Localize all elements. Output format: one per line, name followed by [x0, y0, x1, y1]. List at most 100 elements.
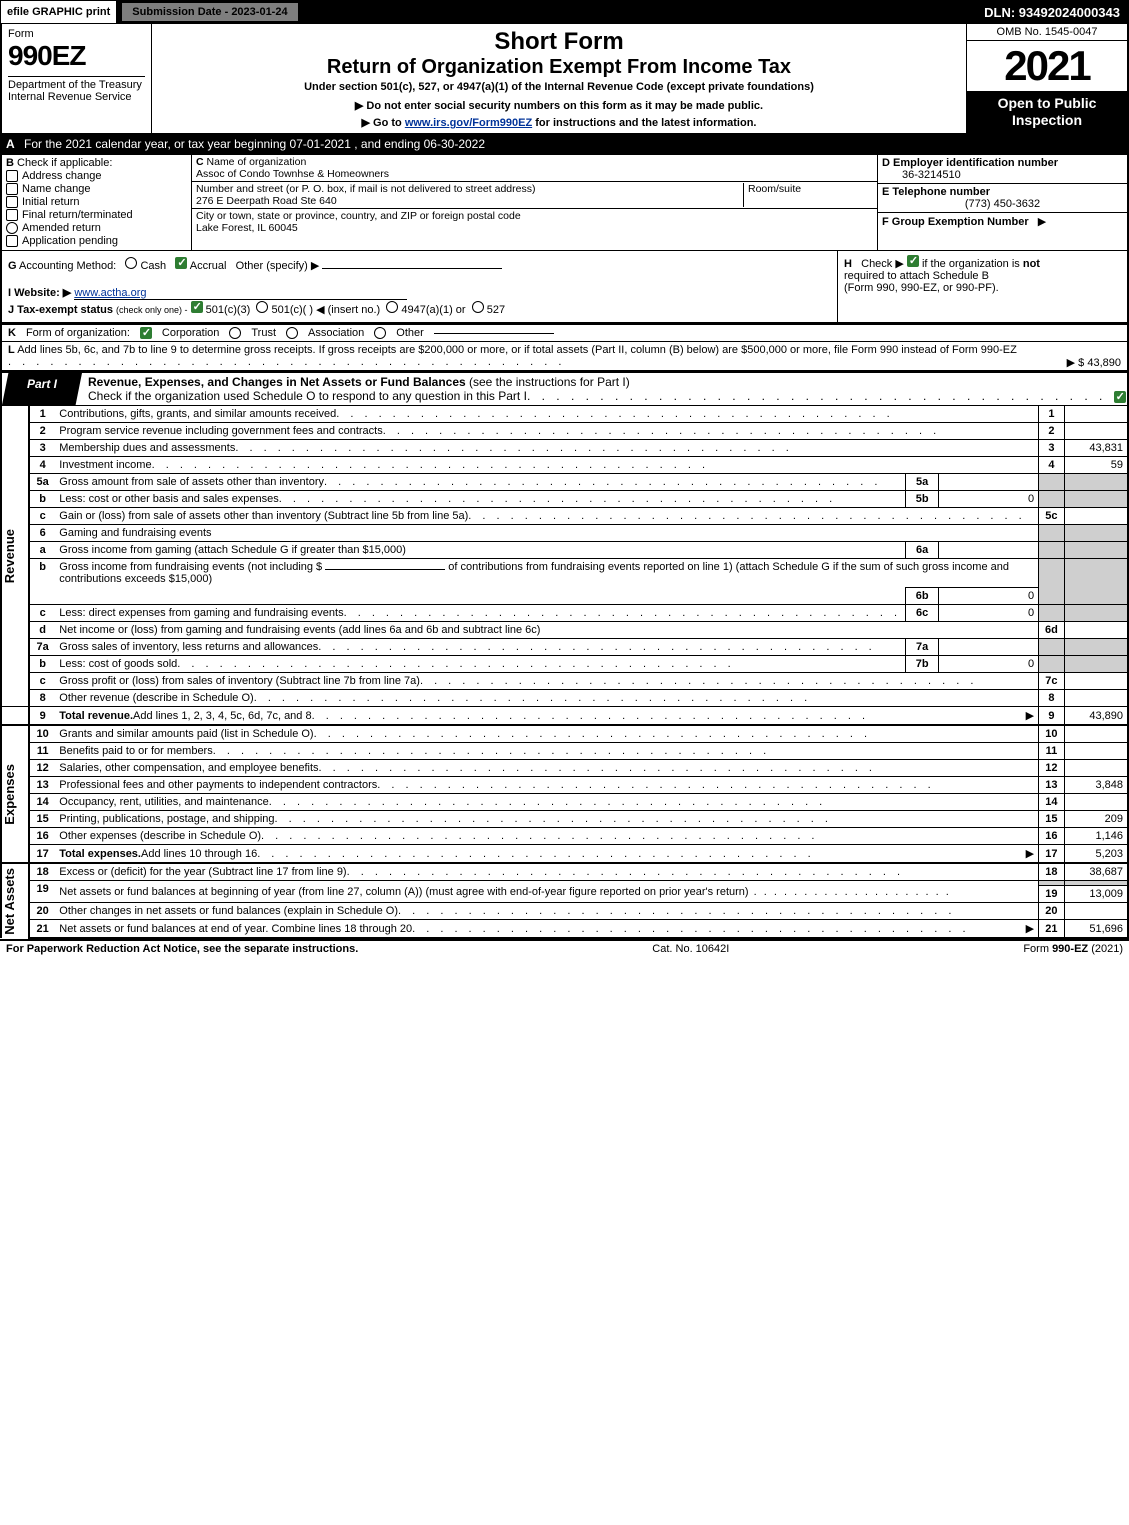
dot-fill — [398, 905, 1034, 917]
line-rnum: 7c — [1039, 673, 1065, 690]
radio-cash[interactable] — [125, 257, 137, 269]
k-other-fill[interactable] — [434, 333, 554, 334]
line-num: 7a — [29, 639, 55, 656]
line-15: 15 Printing, publications, postage, and … — [1, 811, 1128, 828]
j-label: J Tax-exempt status — [8, 304, 113, 316]
box-val — [939, 639, 1039, 656]
line-num: 6 — [29, 525, 55, 542]
chk-name-change[interactable]: Name change — [6, 183, 187, 195]
g-other-fill[interactable] — [322, 268, 502, 269]
chk-label-initial: Initial return — [22, 196, 79, 208]
chk-accrual[interactable] — [175, 257, 187, 269]
line-desc: Salaries, other compensation, and employ… — [59, 762, 318, 774]
sidebar-revenue: Revenue — [1, 406, 29, 707]
line-rnum: 15 — [1039, 811, 1065, 828]
h-text2: if the organization is — [922, 258, 1020, 270]
header-right: OMB No. 1545-0047 2021 Open to Public In… — [967, 24, 1127, 133]
grey-cell — [1064, 605, 1128, 622]
part-i-header: Part I Revenue, Expenses, and Changes in… — [0, 372, 1129, 405]
line-num: 15 — [29, 811, 55, 828]
chk-501c3[interactable] — [191, 301, 203, 313]
checkbox-icon[interactable] — [6, 170, 18, 182]
line-rval: 38,687 — [1064, 863, 1128, 881]
radio-assoc[interactable] — [286, 327, 298, 339]
chk-final-return[interactable]: Final return/terminated — [6, 209, 187, 221]
line-desc: Gross amount from sale of assets other t… — [59, 476, 324, 488]
e-label: E Telephone number — [882, 186, 990, 198]
chk-application-pending[interactable]: Application pending — [6, 235, 187, 247]
goto-suffix: for instructions and the latest informat… — [532, 117, 756, 129]
dot-fill — [213, 745, 1034, 757]
footer-left: For Paperwork Reduction Act Notice, see … — [6, 943, 358, 955]
city-label: City or town, state or province, country… — [196, 210, 521, 222]
goto-link-line: ▶ Go to www.irs.gov/Form990EZ for instru… — [160, 116, 958, 129]
chk-schedule-o[interactable] — [1114, 391, 1126, 403]
line-rval — [1064, 794, 1128, 811]
part-i-title: Revenue, Expenses, and Changes in Net As… — [82, 373, 1112, 405]
footer-cat-no: Cat. No. 10642I — [652, 943, 729, 955]
footer-right-suffix: (2021) — [1088, 943, 1123, 955]
checkbox-icon[interactable] — [6, 209, 18, 221]
line-rnum: 19 — [1039, 886, 1065, 903]
c-label: C — [196, 156, 204, 168]
dot-fill — [344, 607, 901, 619]
line-rval — [1064, 743, 1128, 760]
chk-initial-return[interactable]: Initial return — [6, 196, 187, 208]
box-val: 0 — [939, 656, 1039, 673]
sidebar-expenses-text: Expenses — [2, 764, 28, 825]
line-rval — [1064, 673, 1128, 690]
line-8: 8 Other revenue (describe in Schedule O)… — [1, 690, 1128, 707]
radio-4947[interactable] — [386, 301, 398, 313]
arrow-icon: ▶ — [1038, 216, 1046, 228]
radio-527[interactable] — [472, 301, 484, 313]
form-number: 990EZ — [8, 40, 145, 72]
line-9: 9 Total revenue. Add lines 1, 2, 3, 4, 5… — [1, 707, 1128, 726]
efile-print-label[interactable]: efile GRAPHIC print — [1, 1, 116, 23]
chk-amended-return[interactable]: Amended return — [6, 222, 187, 234]
dot-fill — [269, 796, 1034, 808]
radio-icon[interactable] — [6, 222, 18, 234]
omb-number: OMB No. 1545-0047 — [967, 24, 1127, 41]
line-num: 17 — [29, 845, 55, 864]
chk-corporation[interactable] — [140, 327, 152, 339]
line-6b: b Gross income from fundraising events (… — [1, 559, 1128, 588]
line-num: b — [29, 491, 55, 508]
line-rnum: 13 — [1039, 777, 1065, 794]
dot-fill — [527, 389, 1106, 403]
checkbox-icon[interactable] — [6, 183, 18, 195]
k-trust-label: Trust — [251, 327, 276, 339]
line-rval — [1064, 760, 1128, 777]
line-desc: Gaming and fundraising events — [55, 525, 1038, 542]
radio-trust[interactable] — [229, 327, 241, 339]
line-desc: Less: cost or other basis and sales expe… — [59, 493, 279, 505]
sidebar-spacer — [1, 707, 29, 726]
radio-other[interactable] — [374, 327, 386, 339]
line-desc: Professional fees and other payments to … — [59, 779, 377, 791]
radio-501c[interactable] — [256, 301, 268, 313]
j-4947-label: 4947(a)(1) or — [401, 304, 465, 316]
line-18: Net Assets 18 Excess or (deficit) for th… — [1, 863, 1128, 881]
box-val: 0 — [939, 491, 1039, 508]
line-17: 17 Total expenses. Add lines 10 through … — [1, 845, 1128, 864]
line-rnum: 16 — [1039, 828, 1065, 845]
line-13: 13 Professional fees and other payments … — [1, 777, 1128, 794]
sidebar-netassets-text: Net Assets — [2, 868, 28, 935]
line-desc: Gross income from gaming (attach Schedul… — [55, 542, 905, 559]
line-rnum: 5c — [1039, 508, 1065, 525]
dot-fill — [377, 779, 1034, 791]
irs-link[interactable]: www.irs.gov/Form990EZ — [405, 117, 532, 129]
checkbox-icon[interactable] — [6, 196, 18, 208]
dot-fill — [412, 923, 1026, 935]
c-city-row: City or town, state or province, country… — [192, 209, 877, 250]
website-link[interactable]: www.actha.org — [74, 287, 406, 300]
k-corp-label: Corporation — [162, 327, 219, 339]
line-num: c — [29, 508, 55, 525]
grey-cell — [1064, 656, 1128, 673]
chk-schedule-b[interactable] — [907, 255, 919, 267]
chk-address-change[interactable]: Address change — [6, 170, 187, 182]
col-b: B Check if applicable: Address change Na… — [2, 155, 192, 250]
grey-cell — [1064, 491, 1128, 508]
part-i-check[interactable] — [1112, 373, 1127, 405]
checkbox-icon[interactable] — [6, 235, 18, 247]
line-desc: Net income or (loss) from gaming and fun… — [55, 622, 1038, 639]
